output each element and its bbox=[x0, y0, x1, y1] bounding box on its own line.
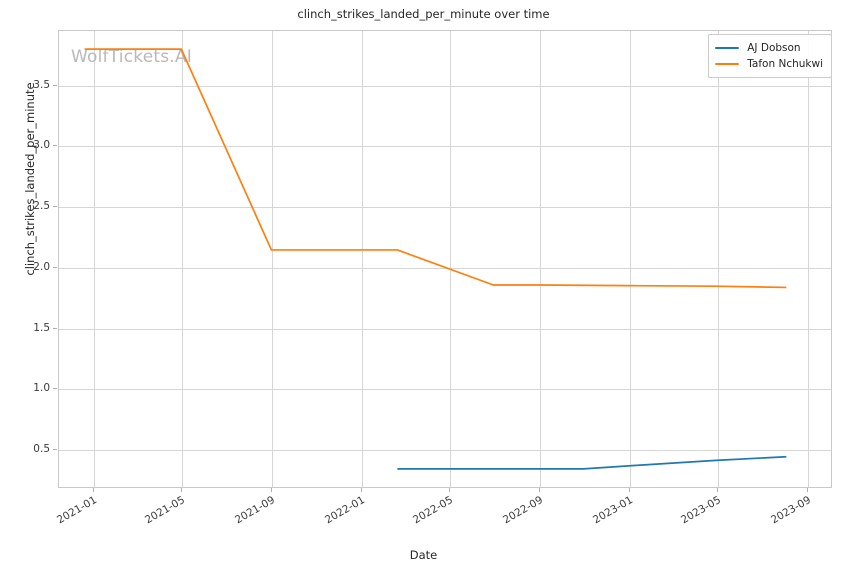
legend-label: AJ Dobson bbox=[747, 42, 801, 54]
x-tick-label: 2022-05 bbox=[410, 494, 455, 527]
y-tick-label: 3.5 bbox=[33, 78, 50, 91]
y-tick-label: 3.0 bbox=[33, 139, 50, 152]
x-tick-mark bbox=[538, 488, 540, 492]
y-axis-label: clinch_strikes_landed_per_minute bbox=[23, 82, 37, 276]
y-tick-mark bbox=[53, 388, 57, 390]
y-axis-ticks: 0.5 1.0 1.5 2.0 2.5 3.0 3.5 bbox=[0, 30, 847, 488]
x-tick-mark bbox=[180, 488, 182, 492]
x-tick-mark bbox=[448, 488, 450, 492]
gridline-horizontal bbox=[59, 328, 831, 330]
gridline-horizontal bbox=[59, 389, 831, 391]
y-tick-label: 2.0 bbox=[33, 260, 50, 273]
series-line bbox=[397, 455, 787, 470]
gridline-horizontal bbox=[59, 85, 831, 87]
legend-item[interactable]: Tafon Nchukwi bbox=[715, 56, 823, 72]
y-tick-label: 1.5 bbox=[33, 321, 50, 334]
gridline-vertical bbox=[181, 31, 183, 487]
gridline-horizontal bbox=[59, 146, 831, 148]
gridline-horizontal bbox=[59, 267, 831, 269]
x-tick-mark bbox=[360, 488, 362, 492]
x-tick-label: 2023-05 bbox=[678, 494, 723, 527]
x-tick-label: 2023-01 bbox=[590, 494, 635, 527]
x-tick-mark bbox=[807, 488, 809, 492]
y-tick-mark bbox=[53, 84, 57, 86]
y-tick-mark bbox=[53, 145, 57, 147]
x-tick-mark bbox=[92, 488, 94, 492]
x-tick-mark bbox=[716, 488, 718, 492]
gridline-vertical bbox=[93, 31, 95, 487]
legend-swatch bbox=[715, 63, 740, 65]
x-tick-label: 2022-09 bbox=[500, 494, 545, 527]
legend-label: Tafon Nchukwi bbox=[747, 58, 823, 70]
x-tick-label: 2021-05 bbox=[142, 494, 187, 527]
gridline-vertical bbox=[449, 31, 451, 487]
legend: AJ Dobson Tafon Nchukwi bbox=[708, 34, 832, 78]
x-tick-label: 2021-01 bbox=[54, 494, 99, 527]
y-tick-mark bbox=[53, 206, 57, 208]
x-axis-label: Date bbox=[409, 548, 438, 562]
gridline-vertical bbox=[539, 31, 541, 487]
legend-swatch bbox=[715, 47, 740, 49]
legend-item[interactable]: AJ Dobson bbox=[715, 40, 823, 56]
gridline-vertical bbox=[271, 31, 273, 487]
y-tick-label: 1.0 bbox=[33, 382, 50, 395]
x-tick-label: 2023-09 bbox=[769, 494, 814, 527]
y-tick-mark bbox=[53, 327, 57, 329]
gridline-vertical bbox=[717, 31, 719, 487]
x-tick-mark bbox=[628, 488, 630, 492]
y-tick-label: 0.5 bbox=[33, 443, 50, 456]
gridline-horizontal bbox=[59, 450, 831, 452]
gridline-vertical bbox=[629, 31, 631, 487]
x-tick-label: 2022-01 bbox=[322, 494, 367, 527]
series-line bbox=[84, 48, 787, 289]
y-tick-mark bbox=[53, 449, 57, 451]
x-axis-ticks: 2021-01 2021-05 2021-09 2022-01 2022-05 2022-… bbox=[0, 488, 847, 558]
series-lines bbox=[84, 48, 787, 470]
y-tick-label: 2.5 bbox=[33, 200, 50, 213]
x-tick-mark bbox=[270, 488, 272, 492]
gridline-horizontal bbox=[59, 207, 831, 209]
grid-lines bbox=[59, 31, 831, 487]
chart-title: clinch_strikes_landed_per_minute over ti… bbox=[297, 7, 550, 21]
gridline-vertical bbox=[808, 31, 810, 487]
x-tick-label: 2021-09 bbox=[232, 494, 277, 527]
gridline-vertical bbox=[361, 31, 363, 487]
y-tick-mark bbox=[53, 266, 57, 268]
